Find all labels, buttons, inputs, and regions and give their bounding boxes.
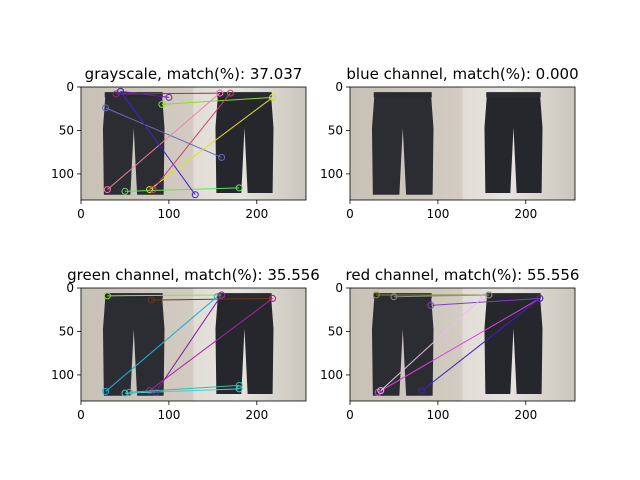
y-tick-label: 100 (51, 368, 74, 382)
x-tick-label: 0 (346, 207, 354, 221)
waistband (104, 92, 163, 98)
subplot-title: green channel, match(%): 35.556 (67, 266, 320, 284)
x-tick-label: 100 (157, 207, 180, 221)
jeans-shape (484, 293, 543, 395)
y-tick-label: 0 (335, 80, 343, 94)
x-tick-label: 200 (514, 408, 537, 422)
match-line (418, 294, 544, 395)
subplot-blue-channel: blue channel, match(%): 0.000 0 100 200 0 50… (320, 65, 579, 221)
waistband (217, 92, 272, 98)
subplot-title: red channel, match(%): 55.556 (346, 266, 580, 284)
waistband (373, 293, 432, 299)
y-tick-label: 0 (66, 80, 74, 94)
jeans-shape (215, 92, 274, 194)
match-line (103, 89, 224, 194)
waistband (486, 92, 541, 98)
subplot-title: blue channel, match(%): 0.000 (346, 65, 578, 83)
x-tick-label: 100 (157, 408, 180, 422)
x-tick-label: 200 (514, 207, 537, 221)
match-line (102, 104, 226, 161)
match-line (152, 291, 226, 396)
jeans-shape (102, 293, 165, 396)
axes-frame (80, 86, 307, 201)
y-tick-label: 100 (51, 167, 74, 181)
x-tick-label: 200 (245, 207, 268, 221)
subplot-red-channel: red channel, match(%): 55.556 0 100 200 0 50… (320, 266, 579, 422)
axes-frame (80, 287, 307, 402)
x-tick-label: 0 (346, 408, 354, 422)
x-tick-label: 0 (77, 408, 85, 422)
y-tick-label: 50 (328, 123, 343, 137)
match-line (125, 381, 243, 396)
x-tick-label: 200 (245, 408, 268, 422)
waistband (486, 293, 541, 299)
subplot-title: grayscale, match(%): 37.037 (85, 65, 303, 83)
match-line (117, 87, 199, 199)
match-line (390, 291, 493, 301)
y-tick-label: 0 (335, 281, 343, 295)
x-tick-label: 0 (77, 207, 85, 221)
subplot-grayscale: grayscale, match(%): 37.037 0 100 200 0 50 10… (51, 65, 307, 221)
jeans-shape (371, 92, 434, 195)
jeans-shape (371, 293, 434, 396)
y-tick-label: 0 (66, 281, 74, 295)
jeans-shape (484, 92, 543, 194)
jeans-shape (102, 92, 165, 195)
y-tick-label: 50 (59, 324, 74, 338)
axes-frame (349, 86, 576, 201)
waistband (217, 293, 272, 299)
y-tick-label: 100 (320, 167, 343, 181)
waistband (373, 92, 432, 98)
y-tick-label: 100 (320, 368, 343, 382)
match-line (149, 89, 234, 194)
match-line (146, 93, 277, 194)
x-tick-label: 100 (426, 207, 449, 221)
x-tick-label: 100 (426, 408, 449, 422)
jeans-shape (215, 293, 274, 395)
match-line (121, 184, 243, 195)
y-tick-label: 50 (59, 123, 74, 137)
y-tick-label: 50 (328, 324, 343, 338)
subplot-green-channel: green channel, match(%): 35.556 0 100 200 0… (51, 266, 320, 422)
axes-frame (349, 287, 576, 402)
